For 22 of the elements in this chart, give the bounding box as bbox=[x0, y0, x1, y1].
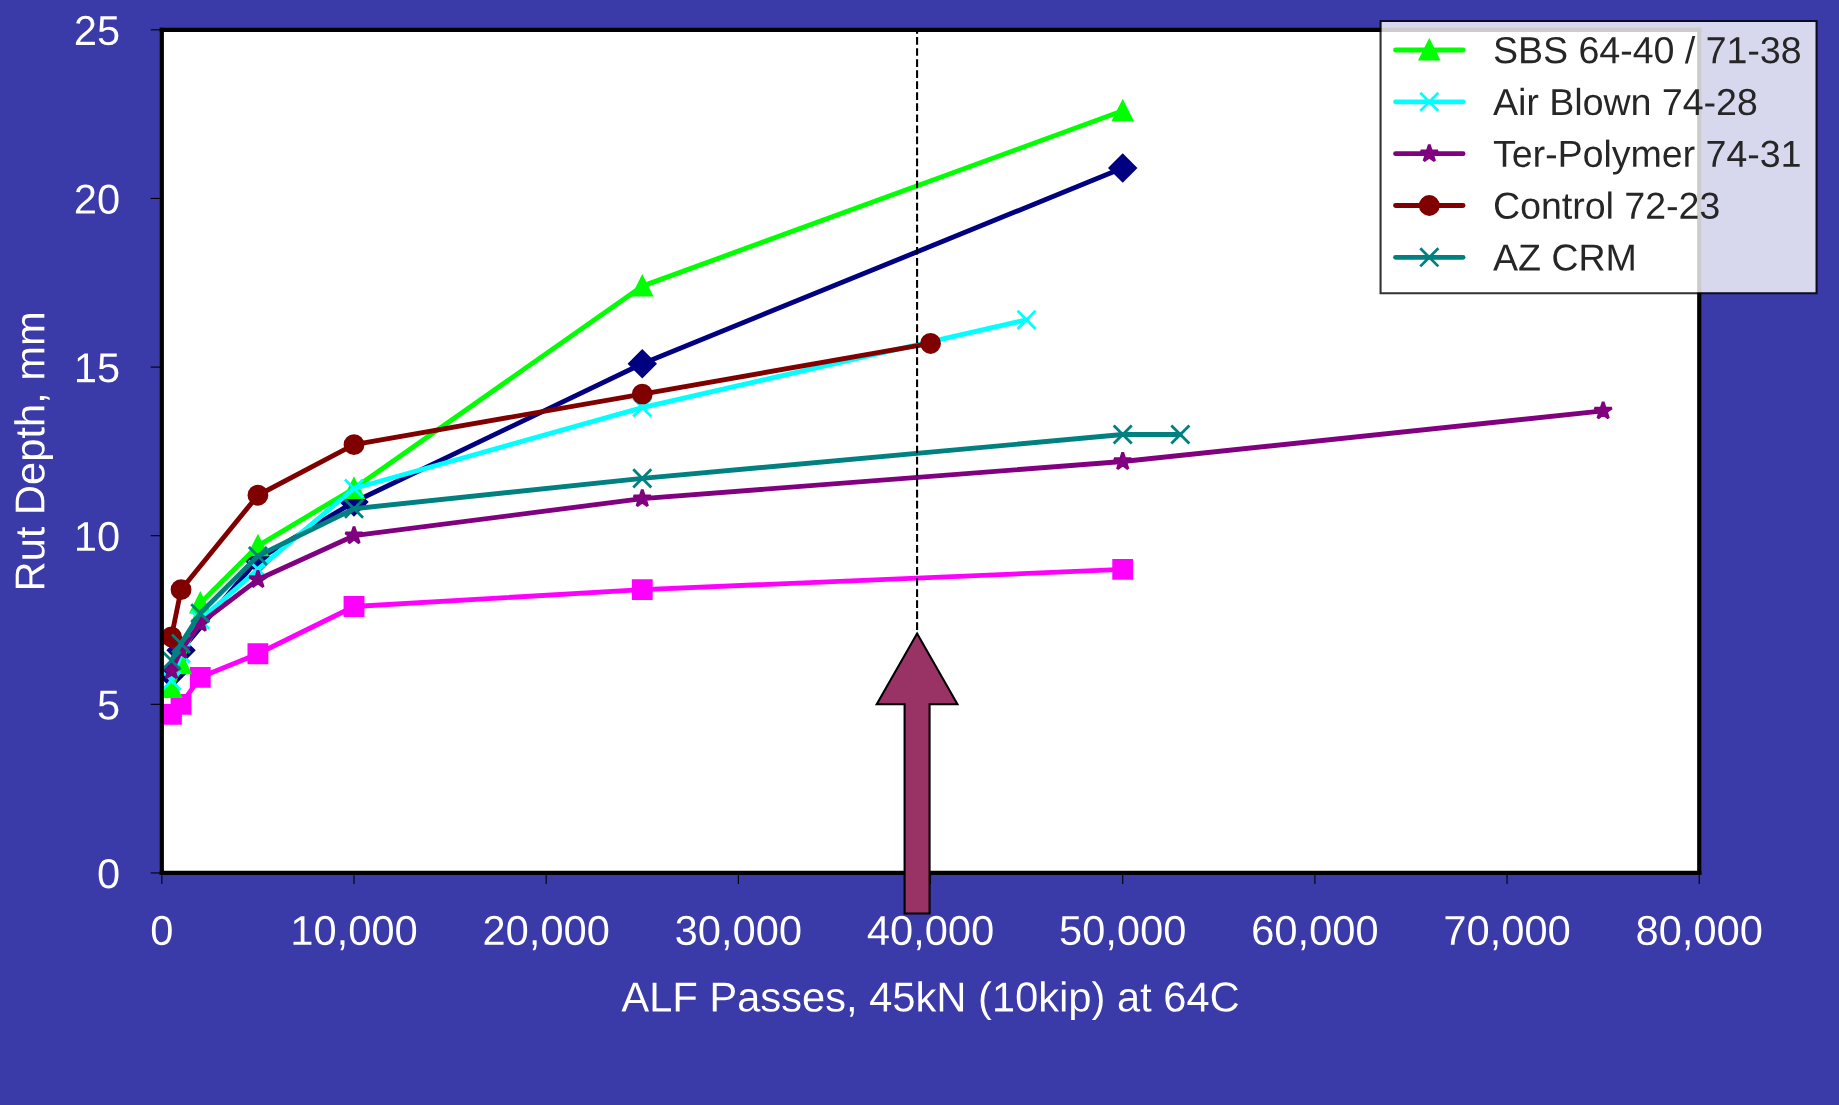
x-tick-label: 10,000 bbox=[293, 915, 417, 951]
legend-label: SBS 64-40 / 71-38 bbox=[1494, 35, 1800, 64]
x-tick-label: 0 bbox=[151, 915, 172, 946]
x-tick-label: 40,000 bbox=[867, 915, 993, 951]
legend-label: Ter-Polymer 74-31 bbox=[1493, 139, 1800, 175]
x-tick-label: 50,000 bbox=[1060, 915, 1185, 951]
x-axis-title: ALF Passes, 45kN (10kip) at 64C bbox=[621, 981, 1239, 1021]
legend-label: AZ CRM bbox=[1493, 244, 1634, 271]
y-tick-label: 15 bbox=[77, 353, 119, 383]
x-tick-label: 20,000 bbox=[484, 915, 609, 951]
x-tick-label: 70,000 bbox=[1445, 915, 1570, 951]
legend-label: Air Blown 74-28 bbox=[1493, 87, 1757, 116]
x-tick-label: 80,000 bbox=[1637, 915, 1762, 951]
y-tick-label: 10 bbox=[77, 521, 119, 552]
x-tick-label: 30,000 bbox=[676, 915, 801, 951]
y-tick-label: 0 bbox=[98, 858, 119, 889]
legend-label: Control 72-23 bbox=[1494, 191, 1719, 219]
y-axis-title: Rut Depth, mm bbox=[14, 314, 53, 589]
y-tick-label: 25 bbox=[75, 15, 119, 46]
y-tick-label: 5 bbox=[98, 690, 119, 720]
y-tick-label: 20 bbox=[75, 184, 119, 214]
x-tick-label: 60,000 bbox=[1253, 915, 1377, 951]
